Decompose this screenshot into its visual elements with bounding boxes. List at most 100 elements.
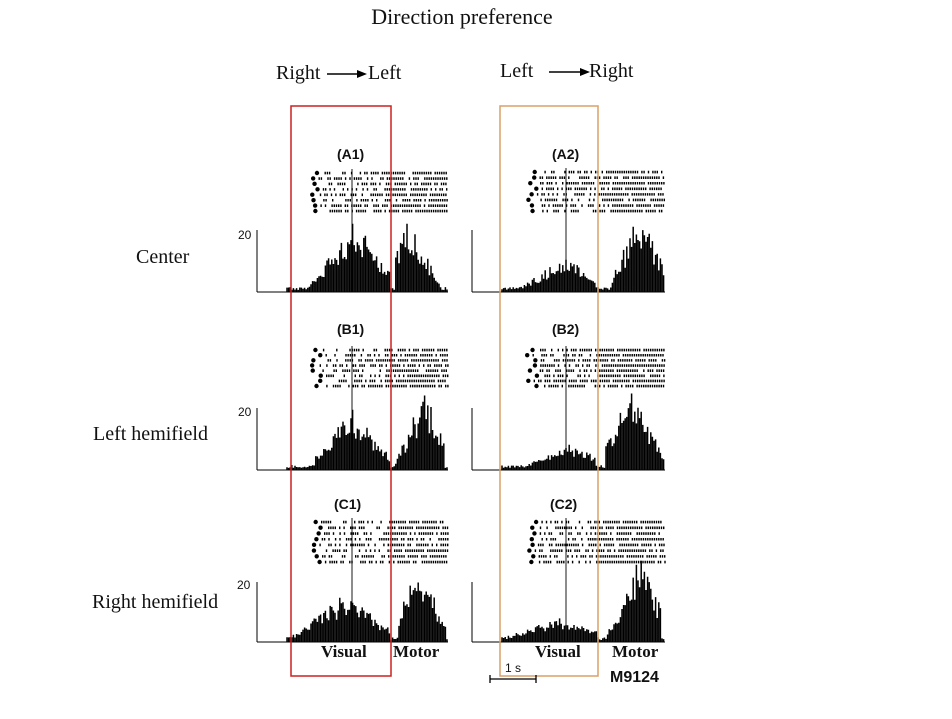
raster-trial-marker xyxy=(527,368,533,373)
raster-trial-marker xyxy=(532,531,537,536)
col2-direction-from: Left xyxy=(500,60,534,82)
raster-spike-row xyxy=(540,181,665,185)
raster-spike-row xyxy=(324,532,449,535)
raster-trial-marker xyxy=(534,373,540,378)
raster-trial-marker xyxy=(313,208,318,214)
raster-trial-marker xyxy=(530,208,535,214)
raster-trial-marker xyxy=(530,347,535,353)
raster-spike-row xyxy=(544,170,663,174)
raster-spike-row xyxy=(532,353,664,357)
raster-trial-marker xyxy=(531,554,536,559)
raster-trial-marker xyxy=(318,352,323,358)
time-scale-label: 1 s xyxy=(505,661,522,675)
raster-spike-row xyxy=(540,364,665,367)
raster-trial-marker xyxy=(534,383,539,389)
raster-trial-marker xyxy=(314,383,319,389)
col1-direction-to: Left xyxy=(368,62,402,84)
raster-trial-marker xyxy=(317,559,322,565)
raster-spike-row xyxy=(321,537,449,541)
raster-spike-row xyxy=(541,204,665,207)
scale-label-left-hemifield: 20 xyxy=(238,405,252,419)
raster-trial-marker xyxy=(527,548,532,553)
epoch-label-visual-right: Visual xyxy=(535,642,581,661)
raster-trial-marker xyxy=(533,358,538,363)
raster-spike-row xyxy=(320,204,448,207)
raster-spike-row xyxy=(322,369,447,372)
highlight-box-left xyxy=(290,105,392,677)
panel-label-b2: (B2) xyxy=(552,321,580,337)
raster-spike-row xyxy=(541,187,662,191)
raster-trial-marker xyxy=(318,525,323,530)
raster-spike-row xyxy=(322,348,448,352)
raster-trial-marker xyxy=(529,536,534,542)
raster-spike-row xyxy=(325,353,448,357)
monkey-id-label: M9124 xyxy=(610,669,659,686)
histogram-bars xyxy=(286,582,448,642)
raster-spike-row xyxy=(542,209,663,213)
histogram-bars xyxy=(501,393,665,470)
histogram-bars xyxy=(286,395,448,470)
raster-spike-row xyxy=(322,188,448,191)
raster-trial-marker xyxy=(532,169,537,175)
scale-label-right-hemifield: 20 xyxy=(237,578,251,592)
epoch-label-motor-left: Motor xyxy=(393,642,440,661)
raster-trial-marker xyxy=(311,548,317,553)
raster-spike-row xyxy=(327,359,448,362)
panel-c1 xyxy=(256,518,449,643)
raster-spike-row xyxy=(540,348,665,352)
histogram-bars xyxy=(286,223,448,292)
histogram-bars xyxy=(501,560,665,642)
epoch-label-visual-left: Visual xyxy=(321,642,367,661)
raster-spike-row xyxy=(318,177,448,180)
raster-spike-row xyxy=(539,526,665,530)
raster-trial-marker xyxy=(313,519,318,525)
raster-spike-row xyxy=(544,374,665,378)
raster-trial-marker xyxy=(312,181,317,187)
raster-spike-row xyxy=(540,359,666,362)
raster-trial-marker xyxy=(530,525,535,530)
panel-a2 xyxy=(471,168,665,293)
panel-label-c2: (C2) xyxy=(550,496,578,512)
panel-a1 xyxy=(256,169,448,293)
raster-trial-marker xyxy=(313,347,318,353)
raster-trial-marker xyxy=(316,531,321,536)
panel-b2 xyxy=(471,346,666,471)
raster-spike-row xyxy=(539,176,665,179)
epoch-label-motor-right: Motor xyxy=(612,642,659,661)
raster-spike-row xyxy=(338,379,446,383)
raster-trial-marker xyxy=(314,170,320,176)
raster-spike-row xyxy=(539,369,665,372)
panel-c2 xyxy=(471,518,666,643)
raster-trial-marker xyxy=(318,378,323,384)
raster-trial-marker xyxy=(529,559,534,565)
raster-trial-marker xyxy=(310,192,315,197)
raster-trial-marker xyxy=(311,358,316,363)
raster-spike-row xyxy=(328,182,447,186)
col2-direction-to: Right xyxy=(589,60,634,82)
raster-trial-marker xyxy=(534,186,539,191)
raster-trial-marker xyxy=(314,554,319,559)
raster-spike-row xyxy=(319,543,449,547)
col2-arrow-head xyxy=(580,68,590,76)
raster-spike-row xyxy=(322,555,447,558)
raster-spike-row xyxy=(319,364,449,367)
raster-trial-marker xyxy=(310,368,315,373)
raster-trial-marker xyxy=(311,197,316,203)
highlight-box-right xyxy=(499,105,599,677)
raster-spike-row xyxy=(323,198,448,202)
raster-spike-row xyxy=(321,520,444,524)
raster-trial-marker xyxy=(309,363,315,368)
raster-spike-row xyxy=(533,379,665,383)
row-label-center: Center xyxy=(136,246,190,268)
raster-spike-row xyxy=(539,532,660,535)
raster-trial-marker xyxy=(529,192,534,197)
raster-trial-marker xyxy=(311,542,317,548)
raster-spike-row xyxy=(534,549,664,552)
raster-trial-marker xyxy=(525,352,530,358)
raster-spike-row xyxy=(324,560,448,564)
panel-b1 xyxy=(256,346,449,471)
raster-spike-row xyxy=(326,374,449,378)
panel-label-b1: (B1) xyxy=(337,321,365,337)
raster-spike-row xyxy=(328,526,449,530)
raster-trial-marker xyxy=(310,176,316,181)
